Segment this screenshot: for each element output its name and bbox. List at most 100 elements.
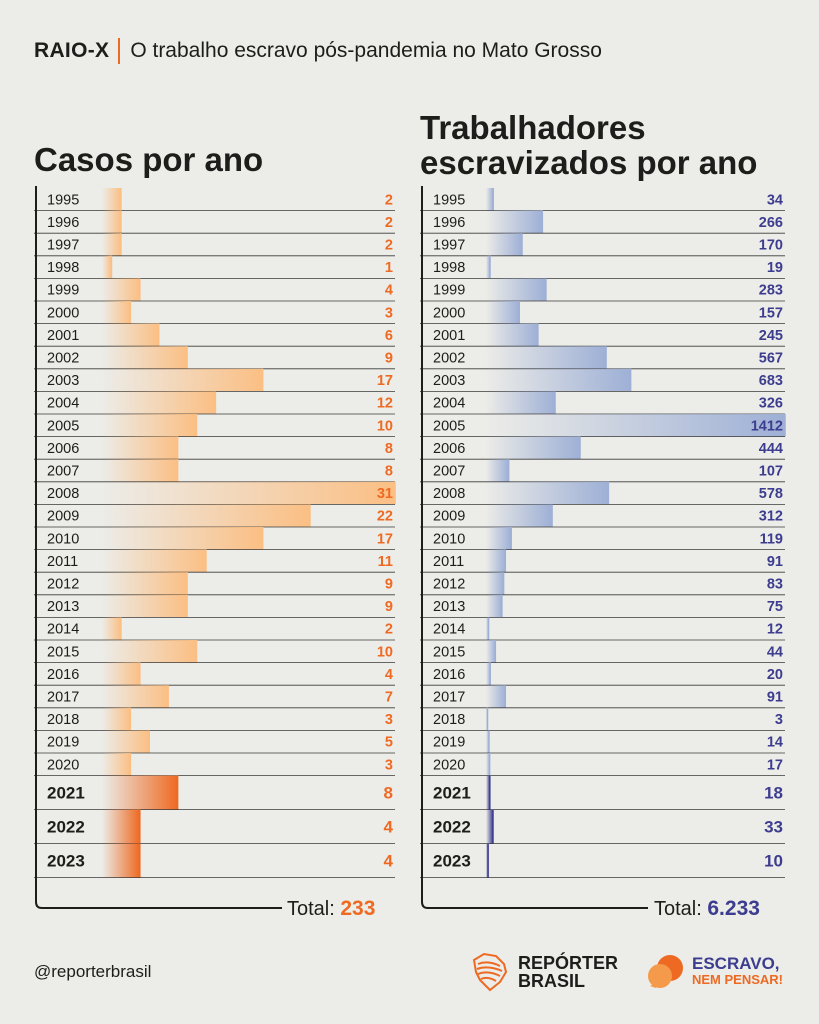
value-label-2013: 9	[385, 599, 393, 615]
value-label-1998: 1	[385, 260, 393, 276]
year-label-2002: 2002	[433, 351, 465, 367]
bar-1997	[102, 233, 121, 256]
year-label-2014: 2014	[433, 622, 465, 638]
brazil-map-icon	[472, 952, 508, 992]
year-label-2003: 2003	[433, 373, 465, 389]
year-label-1995: 1995	[47, 192, 79, 208]
value-label-2011: 11	[378, 554, 393, 570]
bar-1998	[102, 255, 112, 279]
cases-total: Total: 233	[287, 897, 375, 921]
year-label-2023: 2023	[433, 852, 471, 871]
cases-total-label: Total:	[287, 898, 335, 920]
value-label-2006: 444	[759, 441, 783, 457]
workers-total-label: Total:	[654, 898, 702, 920]
right-chart-title: Trabalhadores escravizados por ano	[420, 109, 758, 181]
bar-2007	[102, 459, 178, 482]
bar-2013	[102, 594, 188, 618]
bar-1997	[486, 233, 522, 256]
year-label-1999: 1999	[47, 283, 79, 299]
bar-2007	[486, 459, 509, 482]
value-label-2021: 8	[384, 784, 393, 803]
year-label-2005: 2005	[47, 418, 79, 434]
header-tag: RAIO-X	[34, 39, 110, 62]
year-label-2011: 2011	[433, 554, 464, 570]
bar-2022	[102, 809, 140, 844]
bar-2022	[486, 809, 493, 844]
bar-2001	[486, 323, 538, 347]
bar-2015	[486, 640, 496, 663]
year-label-2020: 2020	[433, 757, 465, 773]
value-label-2016: 4	[385, 667, 393, 683]
value-label-2003: 17	[377, 373, 393, 389]
year-label-2009: 2009	[47, 509, 79, 525]
bar-1999	[102, 278, 140, 301]
value-label-2012: 9	[385, 577, 393, 593]
logo-en-line2: NEM PENSAR!	[692, 972, 784, 987]
year-label-2009: 2009	[433, 509, 465, 525]
bar-2019	[102, 730, 150, 753]
year-label-2010: 2010	[433, 531, 465, 547]
value-label-2004: 326	[759, 396, 783, 412]
bar-2010	[486, 527, 512, 550]
value-label-2015: 10	[377, 644, 393, 660]
value-label-2007: 107	[759, 464, 783, 480]
year-label-2019: 2019	[47, 735, 79, 751]
year-label-1997: 1997	[433, 238, 465, 254]
value-label-1997: 170	[759, 238, 783, 254]
value-label-2022: 4	[384, 818, 394, 837]
value-label-2008: 578	[759, 486, 783, 502]
year-label-2010: 2010	[47, 531, 79, 547]
value-label-2018: 3	[385, 712, 393, 728]
value-label-2001: 6	[385, 328, 393, 344]
bar-2005	[102, 414, 197, 437]
bar-2008	[486, 481, 609, 505]
year-label-2006: 2006	[433, 441, 465, 457]
social-handle[interactable]: @reporterbrasil	[34, 962, 152, 981]
year-label-1999: 1999	[433, 283, 465, 299]
bar-2011	[102, 549, 206, 573]
bar-2018	[102, 707, 131, 731]
year-label-2022: 2022	[47, 818, 85, 837]
value-label-2014: 2	[385, 622, 393, 638]
value-label-2002: 567	[759, 351, 783, 367]
year-label-2001: 2001	[433, 328, 465, 344]
value-label-2016: 20	[767, 667, 783, 683]
header-separator	[118, 38, 121, 64]
year-label-2015: 2015	[433, 644, 465, 660]
year-label-1997: 1997	[47, 238, 79, 254]
value-label-2012: 83	[767, 577, 783, 593]
value-label-2001: 245	[759, 328, 783, 344]
value-label-2023: 10	[764, 852, 783, 871]
bar-2010	[102, 527, 263, 550]
value-label-2002: 9	[385, 351, 393, 367]
value-label-2008: 31	[377, 486, 393, 502]
value-label-2019: 14	[767, 735, 783, 751]
bar-2023	[486, 843, 489, 878]
value-label-2020: 17	[767, 757, 783, 773]
value-label-2005: 10	[377, 418, 393, 434]
bar-2006	[486, 436, 581, 460]
value-label-1996: 2	[385, 215, 393, 231]
cases-total-value: 233	[340, 897, 376, 920]
bar-2015	[102, 640, 197, 663]
bar-2014	[102, 617, 121, 640]
page-header: RAIO-X O trabalho escravo pós-pandemia n…	[34, 38, 602, 64]
bar-1995	[102, 188, 121, 211]
escravo-nem-pensar-logo[interactable]: ESCRAVO, NEM PENSAR!	[646, 952, 783, 992]
value-label-2000: 157	[759, 305, 783, 321]
year-label-1998: 1998	[433, 260, 465, 276]
value-label-2021: 18	[764, 784, 783, 803]
year-label-2012: 2012	[433, 577, 465, 593]
value-label-1997: 2	[385, 238, 393, 254]
year-label-2014: 2014	[47, 622, 79, 638]
value-label-2017: 91	[767, 690, 783, 706]
bar-2012	[486, 572, 504, 595]
value-label-2020: 3	[385, 757, 393, 773]
year-label-2012: 2012	[47, 577, 79, 593]
year-label-2019: 2019	[433, 735, 465, 751]
bar-1998	[486, 255, 491, 279]
reporter-brasil-logo[interactable]: REPÓRTER BRASIL	[466, 950, 618, 994]
value-label-2006: 8	[385, 441, 393, 457]
year-label-2004: 2004	[433, 396, 465, 412]
value-label-2022: 33	[764, 818, 783, 837]
